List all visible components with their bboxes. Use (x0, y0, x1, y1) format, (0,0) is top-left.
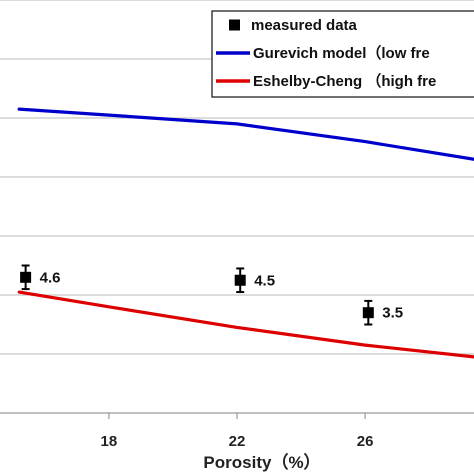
series-line (17, 290, 474, 359)
legend-label: measured data (251, 17, 358, 34)
x-tick-label: 26 (357, 433, 374, 450)
data-label: 4.5 (254, 272, 275, 289)
axes (0, 412, 474, 419)
legend-label: Gurevich model（low fre (253, 44, 430, 62)
legend-label: Eshelby-Cheng （high fre (253, 72, 436, 90)
data-point (362, 307, 374, 319)
x-tick-labels: 18 22 26 (101, 433, 374, 450)
x-tick-label: 22 (229, 433, 246, 450)
plot-area: 4.6 4.5 3.5 (17, 107, 474, 359)
legend: measured data Gurevich model（low fre Eshel… (211, 10, 474, 98)
data-point (234, 274, 246, 286)
x-axis-title: Porosity（%） (203, 452, 320, 472)
series-line (17, 107, 474, 161)
x-tick-label: 18 (101, 433, 118, 450)
data-point (20, 271, 32, 283)
legend-marker-square (229, 19, 240, 31)
data-label: 4.6 (40, 269, 61, 286)
data-label: 3.5 (382, 305, 403, 322)
legend-box (211, 10, 474, 98)
